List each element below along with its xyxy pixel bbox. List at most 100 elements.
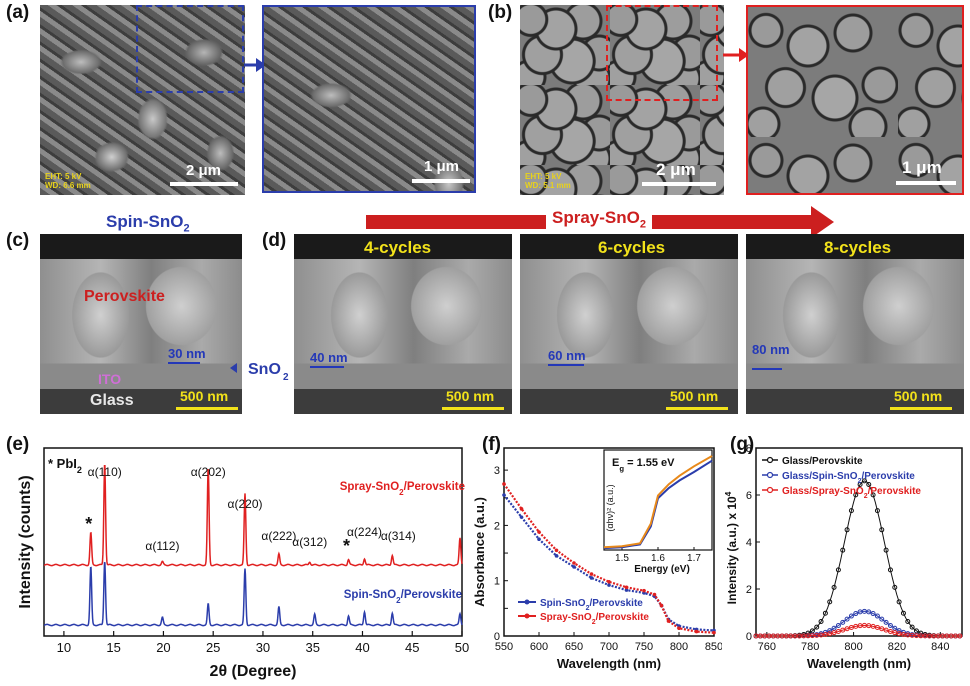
legend-label-sub: 2 <box>586 605 590 612</box>
y-tick-label: 0 <box>494 631 500 643</box>
legend-label-base: Spin-SnO <box>540 598 586 609</box>
scale-bar <box>170 182 238 186</box>
thickness-label: 80 nm <box>752 342 790 357</box>
legend-label-tail: /Perovskite <box>596 612 650 623</box>
data-point <box>502 482 506 486</box>
legend-marker <box>524 613 530 619</box>
data-point <box>827 631 833 637</box>
data-point <box>883 619 889 625</box>
data-point <box>572 561 576 565</box>
x-axis-label: 2θ (Degree) <box>210 663 297 680</box>
x-tick-label: 15 <box>106 640 120 655</box>
x-tick-label: 20 <box>156 640 170 655</box>
data-point <box>652 592 657 597</box>
legend-marker <box>524 599 530 605</box>
data-point <box>835 628 841 634</box>
y-tick-label: 8 <box>746 443 752 455</box>
x-axis-label: Wavelength (nm) <box>557 656 661 671</box>
data-point <box>712 630 716 635</box>
x-tick-label: 760 <box>758 641 776 653</box>
data-point <box>883 547 889 553</box>
panel-label-c: (c) <box>6 230 30 251</box>
data-point <box>537 537 541 542</box>
data-point <box>537 530 541 534</box>
absorbance-chart: 550 600 650 700 750 800 850 0 1 2 3 Wavelength (nm)… <box>474 447 722 671</box>
x-tick-label: 45 <box>405 640 419 655</box>
peak-annotation: α(220) <box>228 497 263 511</box>
data-point <box>870 623 876 629</box>
y-axis-label: Absorbance (a.u.) <box>474 497 487 607</box>
data-point <box>677 626 681 631</box>
y-tick-label: 0 <box>746 631 752 643</box>
zoom-arrow-blue <box>244 58 266 72</box>
data-point <box>883 627 889 633</box>
data-point <box>853 492 859 498</box>
data-point <box>887 628 893 634</box>
data-point <box>848 613 854 619</box>
eht-label: EHT: 5 kV WD: 5.1 mm <box>525 172 571 190</box>
scale-label: 500 nm <box>446 388 495 404</box>
scale-bar <box>442 407 504 410</box>
data-point <box>835 622 841 628</box>
x-tick-label: 780 <box>801 641 819 653</box>
data-point <box>835 567 841 573</box>
data-point <box>900 610 906 616</box>
panel-label-f: (f) <box>482 434 501 455</box>
data-point <box>887 567 893 573</box>
legend-label-base: Glass/Spray-SnO <box>782 486 864 497</box>
inset-eg-label-base: E <box>612 457 619 469</box>
data-point <box>848 624 854 630</box>
x-tick-label: 750 <box>635 641 653 653</box>
panel-label-d: (d) <box>262 230 287 251</box>
legend-label-tail: /Perovskite <box>868 486 922 497</box>
y-tick-label: 2 <box>494 520 500 532</box>
y-tick-label: 1 <box>494 576 500 588</box>
data-point <box>554 554 559 558</box>
thickness-label: 60 nm <box>548 348 586 363</box>
data-point <box>853 611 859 617</box>
data-point <box>874 613 880 619</box>
data-point <box>866 482 872 488</box>
peak-annotation: α(112) <box>145 539 179 553</box>
y-axis-label: Intensity (counts) <box>17 475 34 608</box>
legend-label-base: Glass/Perovskite <box>782 456 863 467</box>
spin-sno2-title: Spin-SnO2 <box>106 212 190 235</box>
legend-marker <box>766 486 774 494</box>
data-point <box>572 565 576 569</box>
peak-annotation: * <box>343 536 350 556</box>
panel-label-a: (a) <box>6 2 30 23</box>
data-point <box>827 628 833 634</box>
sno2-sub: 2 <box>283 372 289 383</box>
series-line-0 <box>43 465 463 567</box>
sem-image-spin-zoom: 1 μm <box>262 5 476 193</box>
peak-annotation: α(224) <box>347 525 382 539</box>
data-point <box>874 624 880 630</box>
zoom-arrow-red <box>723 48 749 62</box>
legend-label-sub: 2 <box>592 619 596 626</box>
scale-label: 1 μm <box>902 158 942 177</box>
data-point <box>844 527 850 533</box>
scale-label: 2 μm <box>186 162 222 179</box>
pbi2-note-sub: 2 <box>77 465 82 475</box>
scale-bar <box>666 407 728 410</box>
data-point <box>818 618 824 624</box>
inset-eg-label-sub: g <box>619 464 624 473</box>
inset-series-line-1 <box>603 455 713 549</box>
x-tick-label: 30 <box>256 640 270 655</box>
inset-x-tick-label: 1.6 <box>651 553 665 564</box>
data-point <box>870 611 876 617</box>
x-tick-label: 840 <box>931 641 949 653</box>
scale-label: 500 nm <box>894 388 943 404</box>
legend-label-tail: /Perovskite <box>861 471 915 482</box>
data-point <box>831 630 837 636</box>
thickness-bar <box>752 368 782 370</box>
sno2-label: SnO <box>248 361 281 378</box>
ito-label: ITO <box>98 371 122 387</box>
cross-section-spin: Perovskite ITO Glass 30 nm 500 nm <box>40 234 242 414</box>
peak-annotation: * <box>85 514 92 534</box>
peak-annotation: α(202) <box>191 465 226 479</box>
series-label-spray-sub: 2 <box>399 488 404 497</box>
data-point <box>840 619 846 625</box>
data-point <box>848 508 854 514</box>
pbi2-note-base: * PbI <box>48 456 77 471</box>
